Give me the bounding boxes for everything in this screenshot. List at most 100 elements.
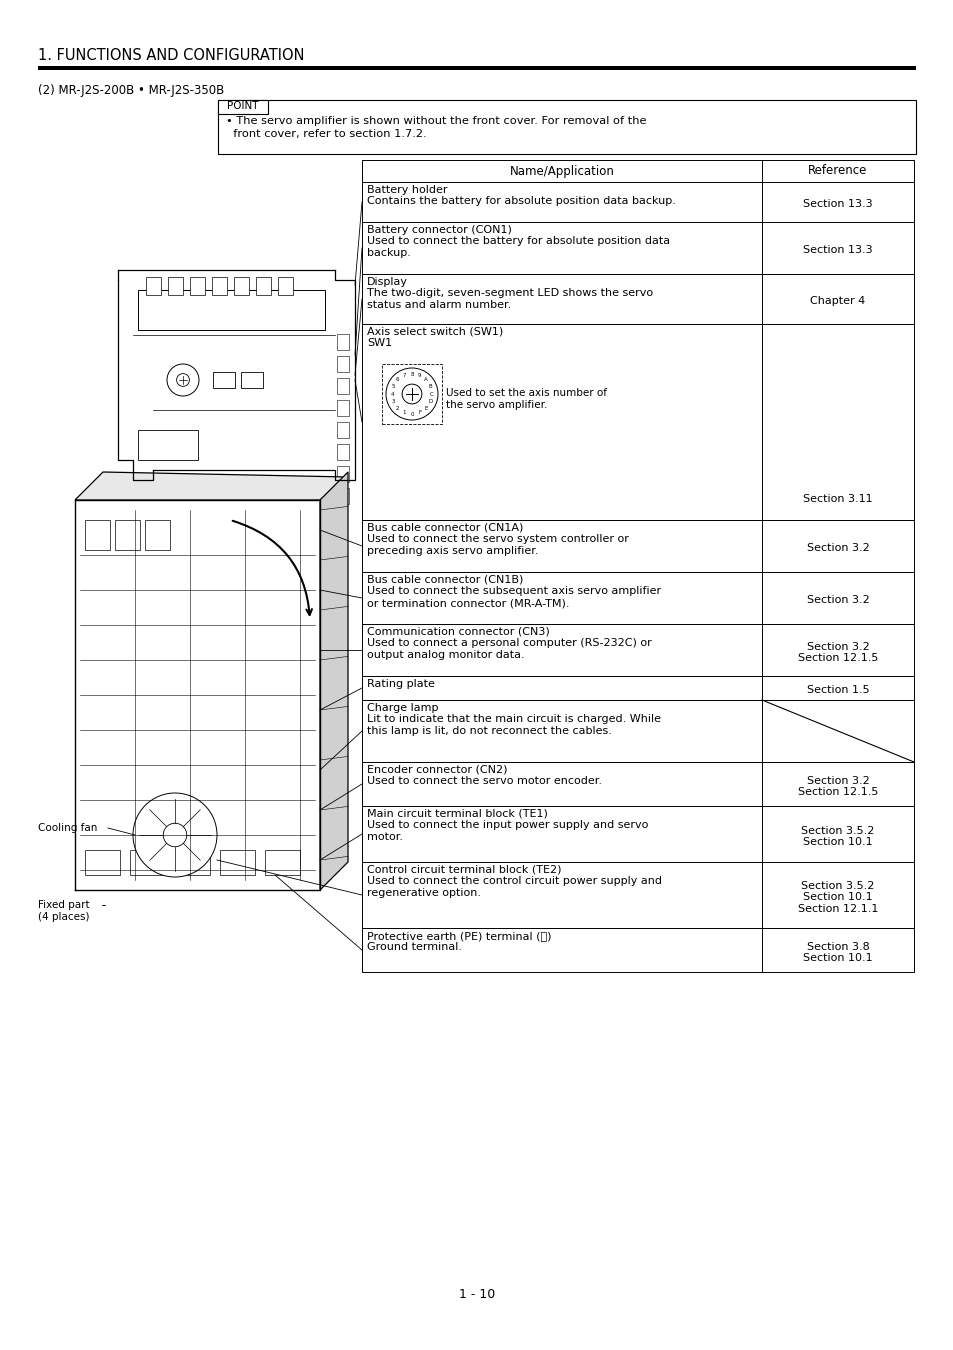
Bar bbox=[336, 378, 349, 394]
Text: Bus cable connector (CN1B): Bus cable connector (CN1B) bbox=[367, 575, 523, 585]
Bar bbox=[38, 66, 915, 70]
Bar bbox=[85, 850, 120, 875]
Bar bbox=[85, 520, 110, 549]
Text: 5: 5 bbox=[392, 383, 395, 389]
Text: Section 3.5.2: Section 3.5.2 bbox=[801, 825, 874, 836]
Text: Battery holder: Battery holder bbox=[367, 185, 447, 194]
Bar bbox=[336, 333, 349, 350]
Text: 1 - 10: 1 - 10 bbox=[458, 1288, 495, 1301]
Polygon shape bbox=[319, 472, 348, 890]
Bar bbox=[361, 701, 913, 761]
Text: Section 13.3: Section 13.3 bbox=[802, 200, 872, 209]
Text: this lamp is lit, do not reconnect the cables.: this lamp is lit, do not reconnect the c… bbox=[367, 726, 611, 736]
Bar bbox=[361, 182, 913, 221]
Text: Protective earth (PE) terminal (ⓕ): Protective earth (PE) terminal (ⓕ) bbox=[367, 931, 551, 941]
Text: 3: 3 bbox=[392, 400, 395, 404]
Text: 6: 6 bbox=[395, 378, 399, 382]
Bar bbox=[336, 356, 349, 373]
Text: Section 3.5.2: Section 3.5.2 bbox=[801, 880, 874, 891]
Bar bbox=[361, 624, 913, 676]
Text: Section 3.2: Section 3.2 bbox=[806, 543, 868, 554]
Text: motor.: motor. bbox=[367, 832, 402, 842]
Bar bbox=[336, 444, 349, 460]
Text: Used to connect the subsequent axis servo amplifier: Used to connect the subsequent axis serv… bbox=[367, 586, 660, 597]
Bar bbox=[218, 100, 268, 113]
Bar bbox=[190, 277, 205, 296]
Text: Reference: Reference bbox=[807, 165, 867, 177]
Text: Section 3.2: Section 3.2 bbox=[806, 595, 868, 605]
Text: 0: 0 bbox=[410, 412, 414, 417]
Text: Ground terminal.: Ground terminal. bbox=[367, 942, 461, 953]
Text: Section 3.2: Section 3.2 bbox=[806, 641, 868, 652]
Text: F: F bbox=[417, 410, 421, 414]
Text: Section 3.11: Section 3.11 bbox=[802, 494, 872, 504]
Text: backup.: backup. bbox=[367, 248, 411, 258]
Text: Charge lamp: Charge lamp bbox=[367, 703, 438, 713]
Bar bbox=[138, 431, 198, 460]
Text: Bus cable connector (CN1A): Bus cable connector (CN1A) bbox=[367, 522, 523, 533]
Text: C: C bbox=[430, 392, 434, 397]
Text: Section 1.5: Section 1.5 bbox=[806, 686, 868, 695]
Text: A: A bbox=[424, 378, 428, 382]
Bar bbox=[361, 324, 913, 520]
Text: Section 13.3: Section 13.3 bbox=[802, 246, 872, 255]
Bar bbox=[381, 364, 441, 424]
Text: front cover, refer to section 1.7.2.: front cover, refer to section 1.7.2. bbox=[226, 130, 426, 139]
Text: 1. FUNCTIONS AND CONFIGURATION: 1. FUNCTIONS AND CONFIGURATION bbox=[38, 49, 304, 63]
Text: Used to set the axis number of: Used to set the axis number of bbox=[446, 387, 606, 398]
Text: Cooling fan: Cooling fan bbox=[38, 824, 97, 833]
Bar bbox=[130, 850, 165, 875]
Text: Section 12.1.5: Section 12.1.5 bbox=[797, 653, 878, 663]
Circle shape bbox=[167, 364, 199, 396]
Bar bbox=[361, 806, 913, 863]
Bar bbox=[212, 277, 227, 296]
Bar bbox=[361, 572, 913, 624]
Bar bbox=[361, 863, 913, 927]
Text: Used to connect the battery for absolute position data: Used to connect the battery for absolute… bbox=[367, 236, 669, 247]
Text: Section 10.1: Section 10.1 bbox=[802, 953, 872, 963]
Bar bbox=[336, 466, 349, 482]
Polygon shape bbox=[75, 472, 348, 499]
Text: Main circuit terminal block (TE1): Main circuit terminal block (TE1) bbox=[367, 809, 547, 819]
Text: status and alarm number.: status and alarm number. bbox=[367, 300, 511, 310]
Circle shape bbox=[163, 824, 187, 846]
Bar bbox=[361, 274, 913, 324]
Bar bbox=[218, 100, 915, 154]
Circle shape bbox=[386, 369, 437, 420]
Text: (2) MR-J2S-200B • MR-J2S-350B: (2) MR-J2S-200B • MR-J2S-350B bbox=[38, 84, 224, 97]
Bar bbox=[361, 676, 913, 701]
Circle shape bbox=[132, 792, 216, 878]
Bar bbox=[115, 520, 140, 549]
Text: 1: 1 bbox=[402, 410, 406, 414]
Bar bbox=[336, 400, 349, 416]
Text: Section 3.2: Section 3.2 bbox=[806, 775, 868, 786]
Text: Name/Application: Name/Application bbox=[509, 165, 614, 177]
Circle shape bbox=[402, 385, 421, 404]
Text: Section 10.1: Section 10.1 bbox=[802, 837, 872, 846]
Text: preceding axis servo amplifier.: preceding axis servo amplifier. bbox=[367, 545, 537, 556]
Text: Lit to indicate that the main circuit is charged. While: Lit to indicate that the main circuit is… bbox=[367, 714, 660, 725]
Bar bbox=[146, 277, 161, 296]
Text: Used to connect the input power supply and servo: Used to connect the input power supply a… bbox=[367, 821, 648, 830]
Bar bbox=[241, 373, 263, 387]
Text: Rating plate: Rating plate bbox=[367, 679, 435, 688]
Text: E: E bbox=[424, 405, 427, 410]
Text: 7: 7 bbox=[402, 373, 406, 378]
Bar bbox=[361, 221, 913, 274]
Text: Used to connect the control circuit power supply and: Used to connect the control circuit powe… bbox=[367, 876, 661, 887]
Text: 9: 9 bbox=[417, 373, 421, 378]
Text: 8: 8 bbox=[410, 371, 414, 377]
Text: POINT: POINT bbox=[227, 101, 258, 111]
Text: Fixed part: Fixed part bbox=[38, 900, 90, 910]
Text: output analog monitor data.: output analog monitor data. bbox=[367, 649, 524, 660]
Text: The two-digit, seven-segment LED shows the servo: The two-digit, seven-segment LED shows t… bbox=[367, 289, 653, 298]
Text: the servo amplifier.: the servo amplifier. bbox=[446, 400, 547, 410]
Text: Used to connect a personal computer (RS-232C) or: Used to connect a personal computer (RS-… bbox=[367, 639, 651, 648]
Text: D: D bbox=[428, 400, 432, 404]
Text: Chapter 4: Chapter 4 bbox=[809, 296, 864, 306]
Text: Section 12.1.1: Section 12.1.1 bbox=[797, 903, 878, 914]
Text: Control circuit terminal block (TE2): Control circuit terminal block (TE2) bbox=[367, 865, 561, 875]
Bar bbox=[138, 290, 325, 329]
Text: (4 places): (4 places) bbox=[38, 913, 90, 922]
Text: Communication connector (CN3): Communication connector (CN3) bbox=[367, 626, 549, 637]
